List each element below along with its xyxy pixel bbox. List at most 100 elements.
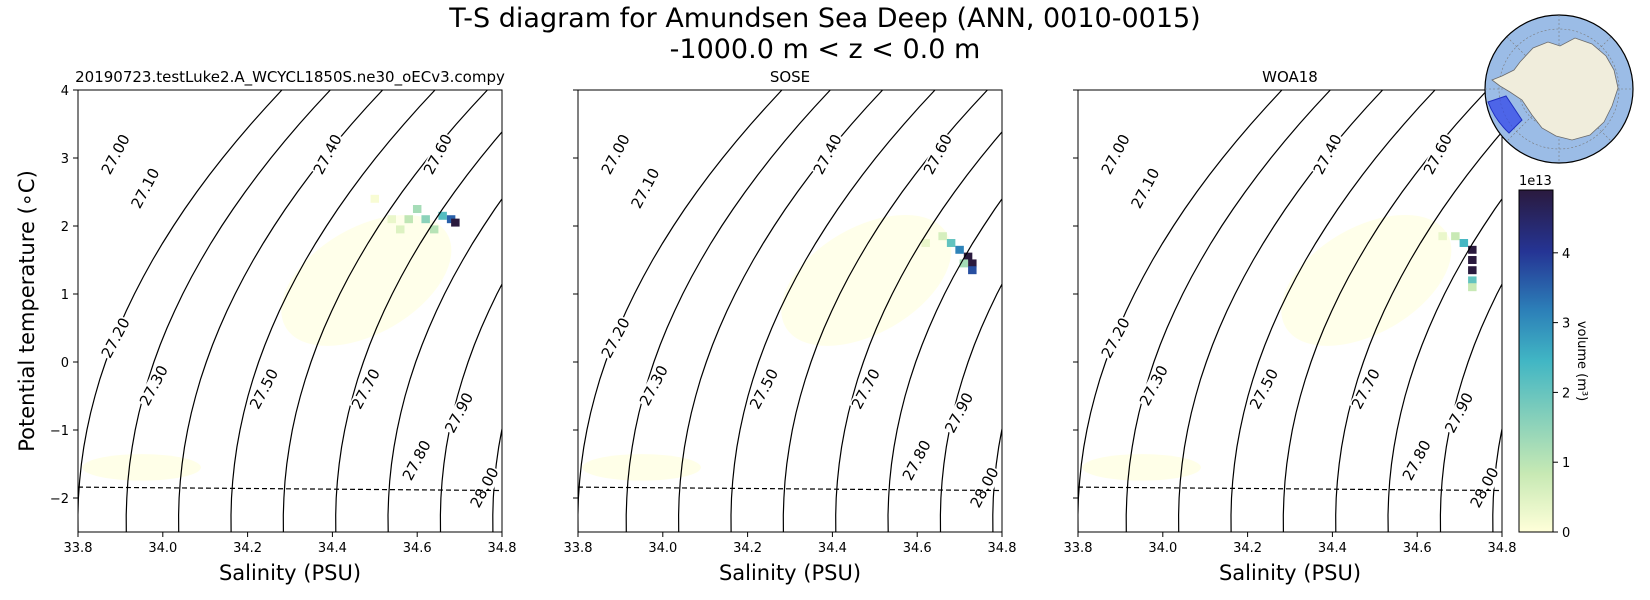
contour-label: 27.50: [746, 366, 782, 412]
heatmap-cell: [396, 225, 404, 233]
y-tick-label: 1: [61, 288, 69, 303]
colorbar-label: volume (m³): [1574, 321, 1589, 401]
contour-label: 27.90: [441, 390, 477, 436]
x-tick-label: 34.6: [403, 541, 432, 556]
contour-label: 28.00: [467, 464, 503, 510]
heatmap-cell: [938, 232, 946, 240]
contour-label: 27.30: [136, 362, 172, 408]
x-tick-label: 34.8: [488, 541, 517, 556]
x-tick-label: 34.0: [1148, 541, 1177, 556]
heatmap-cell: [1460, 239, 1468, 247]
heatmap-cell: [968, 259, 976, 267]
contour-label: 27.50: [246, 366, 282, 412]
x-tick-label: 34.6: [903, 541, 932, 556]
heatmap-cell: [388, 215, 396, 223]
heatmap-cell: [1468, 283, 1476, 291]
y-tick-label: −1: [50, 424, 69, 439]
panel-title: WOA18: [1262, 68, 1318, 86]
x-tick-label: 34.6: [1403, 541, 1432, 556]
volume-haze: [759, 188, 974, 373]
colorbar-tick-label: 3: [1562, 317, 1570, 332]
contour-label: 27.90: [1441, 390, 1477, 436]
y-tick-label: 4: [61, 84, 69, 99]
contour-label: 27.50: [1246, 366, 1282, 412]
x-tick-label: 34.2: [233, 541, 262, 556]
contour-label: 27.80: [1399, 437, 1435, 483]
y-tick-label: 2: [61, 220, 69, 235]
colorbar-tick-label: 4: [1562, 247, 1570, 262]
figure-title-line1: T-S diagram for Amundsen Sea Deep (ANN, …: [448, 3, 1200, 34]
contour-label: 28.00: [1467, 464, 1503, 510]
contour-label: 27.70: [848, 366, 884, 412]
contour-label: 27.20: [1098, 315, 1134, 361]
colorbar-tick-label: 2: [1562, 386, 1570, 401]
y-axis-label: Potential temperature (∘C): [15, 170, 39, 452]
contour-label: 27.60: [420, 131, 456, 177]
contour-label: 27.10: [127, 165, 163, 211]
heatmap-cell: [404, 215, 412, 223]
y-tick-label: 3: [61, 152, 69, 167]
colorbar-tick-label: 1: [1562, 456, 1570, 471]
colorbar-exponent: 1e13: [1519, 174, 1552, 189]
heatmap-cell: [1468, 266, 1476, 274]
inset-map: [1485, 15, 1633, 163]
contour-label: 27.10: [627, 165, 663, 211]
contour-label: 27.00: [598, 131, 634, 177]
x-tick-label: 34.4: [318, 541, 347, 556]
x-axis-label: Salinity (PSU): [1219, 561, 1361, 585]
heatmap-cell: [1468, 256, 1476, 264]
contour-label: 28.00: [967, 464, 1003, 510]
contour-label: 27.00: [1098, 131, 1134, 177]
x-tick-label: 34.0: [148, 541, 177, 556]
x-tick-label: 33.8: [564, 541, 593, 556]
contour-label: 27.80: [399, 437, 435, 483]
heatmap-cell: [413, 205, 421, 213]
heatmap-cell: [1451, 232, 1459, 240]
freezing-line: [78, 487, 502, 490]
y-tick-label: −2: [50, 492, 69, 507]
ts-panel-1: 27.0027.1027.2027.3027.4027.5027.6027.70…: [15, 68, 802, 585]
contour-label: 27.70: [1348, 366, 1384, 412]
contour-label: 27.20: [98, 315, 134, 361]
contour-label: 27.60: [1420, 131, 1456, 177]
x-tick-label: 33.8: [64, 541, 93, 556]
figure-title-line2: -1000.0 m < z < 0.0 m: [670, 34, 981, 65]
x-axis-label: Salinity (PSU): [719, 561, 861, 585]
x-axis-label: Salinity (PSU): [219, 561, 361, 585]
contour-label: 27.30: [636, 362, 672, 408]
x-tick-label: 34.2: [733, 541, 762, 556]
contour-label: 27.60: [920, 131, 956, 177]
contour-label: 27.00: [98, 131, 134, 177]
contour-label: 27.10: [1127, 165, 1163, 211]
x-tick-label: 34.4: [818, 541, 847, 556]
heatmap-cell: [451, 219, 459, 227]
heatmap-cell: [1468, 276, 1476, 284]
panel-title: 20190723.testLuke2.A_WCYCL1850S.ne30_oEC…: [75, 68, 505, 87]
contour-label: 27.40: [810, 131, 846, 177]
density-contour: [1598, 90, 1650, 532]
x-tick-label: 34.0: [648, 541, 677, 556]
heatmap-cell: [1438, 232, 1446, 240]
heatmap-cell: [955, 246, 963, 254]
x-tick-label: 33.8: [1064, 541, 1093, 556]
panel-title: SOSE: [770, 68, 810, 86]
heatmap-cell: [421, 215, 429, 223]
contour-label: 27.70: [348, 366, 384, 412]
colorbar: 1e13 volume (m³) 0 1 2 3 4: [1519, 174, 1589, 541]
contour-label: 27.20: [598, 315, 634, 361]
contour-label: 27.30: [1136, 362, 1172, 408]
volume-haze: [1259, 188, 1474, 373]
contour-label: 27.40: [1310, 131, 1346, 177]
x-tick-label: 34.8: [1488, 541, 1517, 556]
freezing-line: [1078, 487, 1502, 490]
x-tick-label: 34.8: [988, 541, 1017, 556]
freezing-line: [578, 487, 1002, 490]
heatmap-cell: [371, 195, 379, 203]
contour-label: 27.90: [941, 390, 977, 436]
y-tick-label: 0: [61, 356, 69, 371]
contour-label: 27.40: [310, 131, 346, 177]
heatmap-cell: [968, 266, 976, 274]
contour-label: 27.80: [899, 437, 935, 483]
